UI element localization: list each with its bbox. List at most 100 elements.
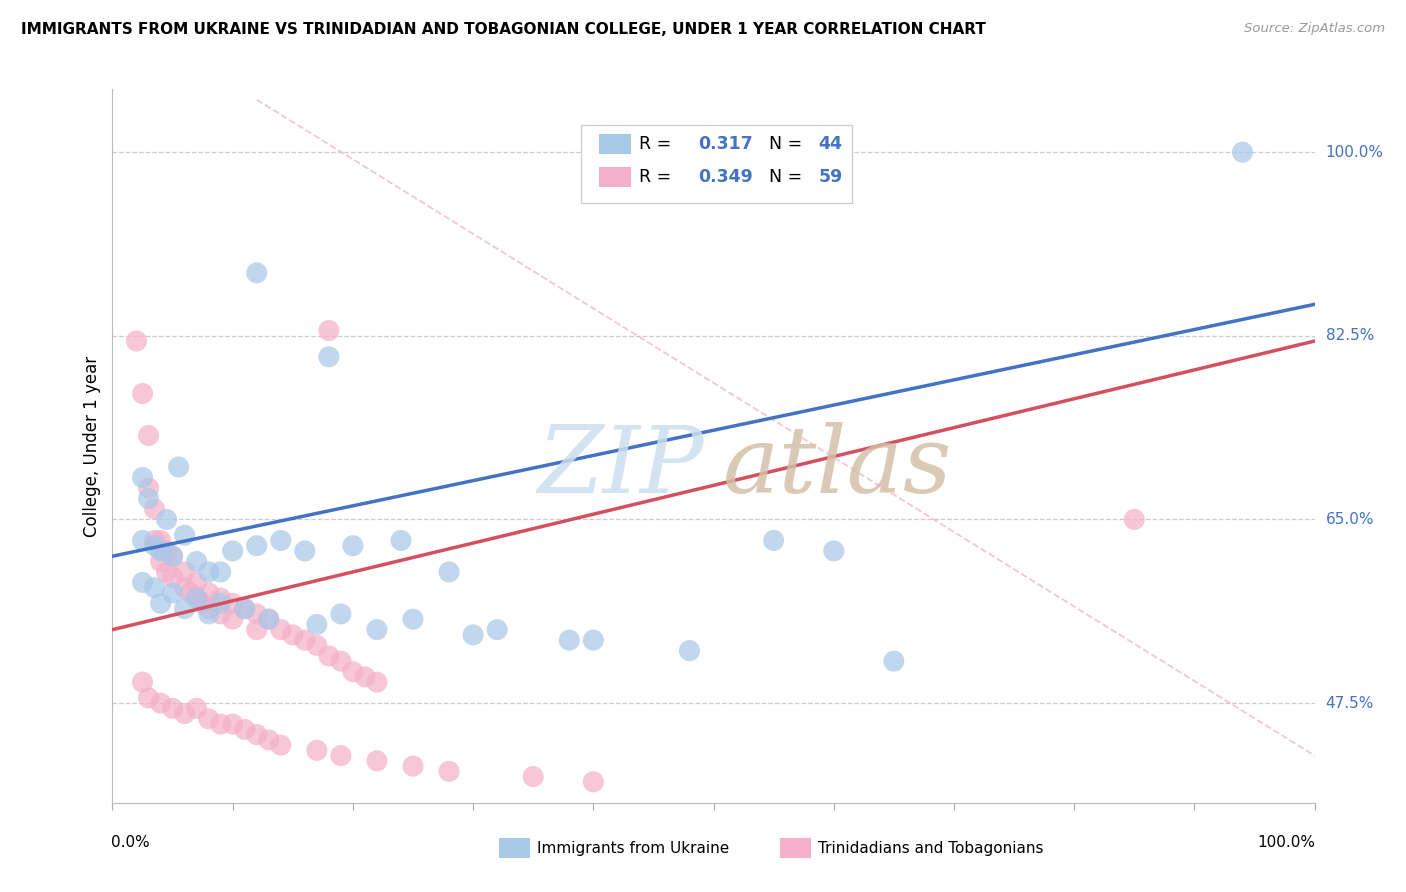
Point	[270, 533, 292, 548]
Point	[167, 460, 190, 475]
Text: 47.5%: 47.5%	[1326, 696, 1374, 711]
Point	[318, 648, 340, 663]
Point	[197, 712, 219, 726]
Point	[222, 717, 245, 731]
Point	[143, 539, 166, 553]
Text: R =: R =	[638, 136, 676, 153]
Point	[522, 770, 544, 784]
Point	[173, 565, 195, 579]
Text: Trinidadians and Tobagonians: Trinidadians and Tobagonians	[818, 841, 1043, 855]
Point	[342, 539, 364, 553]
Point	[209, 717, 232, 731]
Point	[233, 601, 256, 615]
Point	[257, 612, 280, 626]
Point	[186, 701, 208, 715]
Bar	[599, 134, 631, 154]
Point	[1232, 145, 1254, 160]
Point	[138, 690, 160, 705]
Text: N =: N =	[758, 168, 808, 186]
Point	[329, 748, 352, 763]
Text: 59: 59	[818, 168, 842, 186]
Point	[294, 544, 316, 558]
Point	[143, 581, 166, 595]
Point	[180, 586, 202, 600]
Point	[366, 754, 388, 768]
Point	[883, 654, 905, 668]
Point	[197, 601, 219, 615]
Point	[305, 639, 328, 653]
Text: 65.0%: 65.0%	[1326, 512, 1374, 527]
Text: IMMIGRANTS FROM UKRAINE VS TRINIDADIAN AND TOBAGONIAN COLLEGE, UNDER 1 YEAR CORR: IMMIGRANTS FROM UKRAINE VS TRINIDADIAN A…	[21, 22, 986, 37]
Point	[186, 575, 208, 590]
Point	[246, 728, 269, 742]
Point	[155, 544, 177, 558]
Point	[131, 575, 153, 590]
Point	[486, 623, 509, 637]
Point	[191, 596, 214, 610]
Point	[173, 601, 195, 615]
Point	[138, 491, 160, 506]
Point	[143, 533, 166, 548]
Point	[209, 607, 232, 621]
Point	[461, 628, 484, 642]
Text: 0.317: 0.317	[697, 136, 752, 153]
Point	[402, 612, 425, 626]
Point	[366, 675, 388, 690]
Text: 100.0%: 100.0%	[1326, 145, 1384, 160]
Point	[222, 596, 245, 610]
Point	[125, 334, 148, 348]
Point	[138, 481, 160, 495]
Point	[402, 759, 425, 773]
Point	[131, 675, 153, 690]
Point	[149, 554, 172, 568]
Point	[257, 612, 280, 626]
Point	[149, 596, 172, 610]
Point	[329, 607, 352, 621]
Point	[246, 266, 269, 280]
Point	[173, 581, 195, 595]
Point	[149, 533, 172, 548]
Point	[209, 591, 232, 606]
Text: Source: ZipAtlas.com: Source: ZipAtlas.com	[1244, 22, 1385, 36]
Point	[582, 633, 605, 648]
Point	[186, 591, 208, 606]
Point	[143, 502, 166, 516]
Point	[149, 544, 172, 558]
Point	[162, 549, 184, 564]
Point	[162, 586, 184, 600]
Point	[246, 623, 269, 637]
Point	[162, 570, 184, 584]
Point	[294, 633, 316, 648]
Point	[558, 633, 581, 648]
Point	[149, 696, 172, 710]
Point	[437, 764, 460, 779]
Point	[131, 386, 153, 401]
Point	[155, 512, 177, 526]
Text: 100.0%: 100.0%	[1258, 835, 1316, 850]
Point	[582, 774, 605, 789]
Text: 0.0%: 0.0%	[111, 835, 150, 850]
Point	[329, 654, 352, 668]
Point	[197, 565, 219, 579]
Point	[173, 706, 195, 721]
Point	[437, 565, 460, 579]
Point	[155, 565, 177, 579]
Point	[1123, 512, 1146, 526]
Point	[246, 539, 269, 553]
Point	[342, 665, 364, 679]
Point	[186, 554, 208, 568]
Point	[222, 612, 245, 626]
Text: 0.349: 0.349	[697, 168, 752, 186]
Point	[246, 607, 269, 621]
Point	[257, 732, 280, 747]
Point	[173, 528, 195, 542]
Point	[270, 738, 292, 752]
Point	[305, 617, 328, 632]
Text: N =: N =	[758, 136, 808, 153]
Text: 44: 44	[818, 136, 842, 153]
Point	[762, 533, 785, 548]
Y-axis label: College, Under 1 year: College, Under 1 year	[83, 355, 101, 537]
Point	[678, 643, 700, 657]
Point	[209, 565, 232, 579]
Point	[233, 601, 256, 615]
